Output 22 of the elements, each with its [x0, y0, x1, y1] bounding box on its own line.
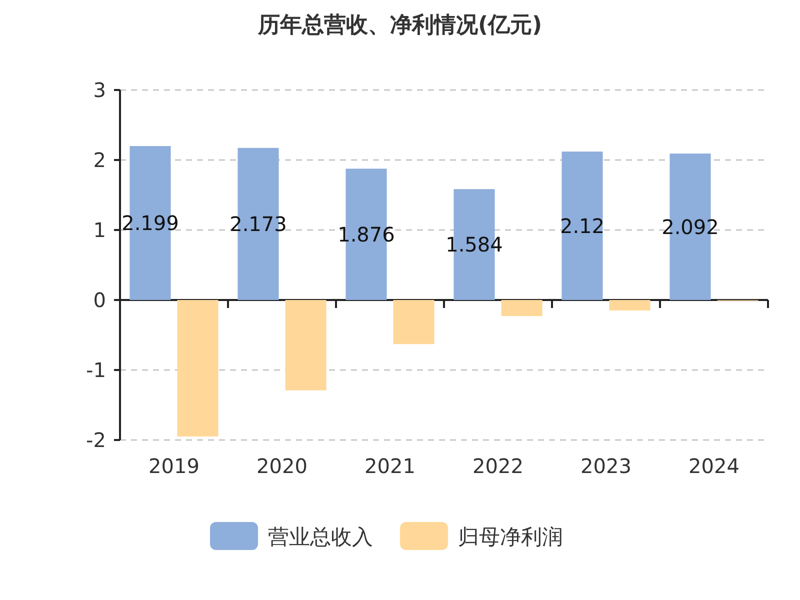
x-tick-label: 2021 — [364, 454, 416, 478]
bar — [501, 300, 542, 316]
legend-label: 归母净利润 — [458, 525, 563, 549]
y-tick-label: 1 — [93, 218, 106, 242]
y-tick-label: 2 — [93, 148, 106, 172]
x-tick-label: 2019 — [148, 454, 200, 478]
y-tick-label: -2 — [86, 428, 106, 452]
y-tick-label: 0 — [93, 288, 106, 312]
y-tick-label: 3 — [93, 78, 106, 102]
data-label: 2.12 — [560, 214, 605, 238]
x-tick-label: 2024 — [688, 454, 740, 478]
bar — [177, 300, 218, 436]
x-tick-label: 2022 — [472, 454, 524, 478]
chart-title: 历年总营收、净利情况(亿元) — [256, 13, 542, 38]
legend-label: 营业总收入 — [268, 525, 373, 549]
bar — [562, 152, 603, 300]
bar — [609, 300, 650, 310]
bar — [393, 300, 434, 344]
x-tick-label: 2020 — [256, 454, 308, 478]
y-tick-label: -1 — [86, 358, 106, 382]
x-tick-label: 2023 — [580, 454, 632, 478]
bar — [285, 300, 326, 390]
